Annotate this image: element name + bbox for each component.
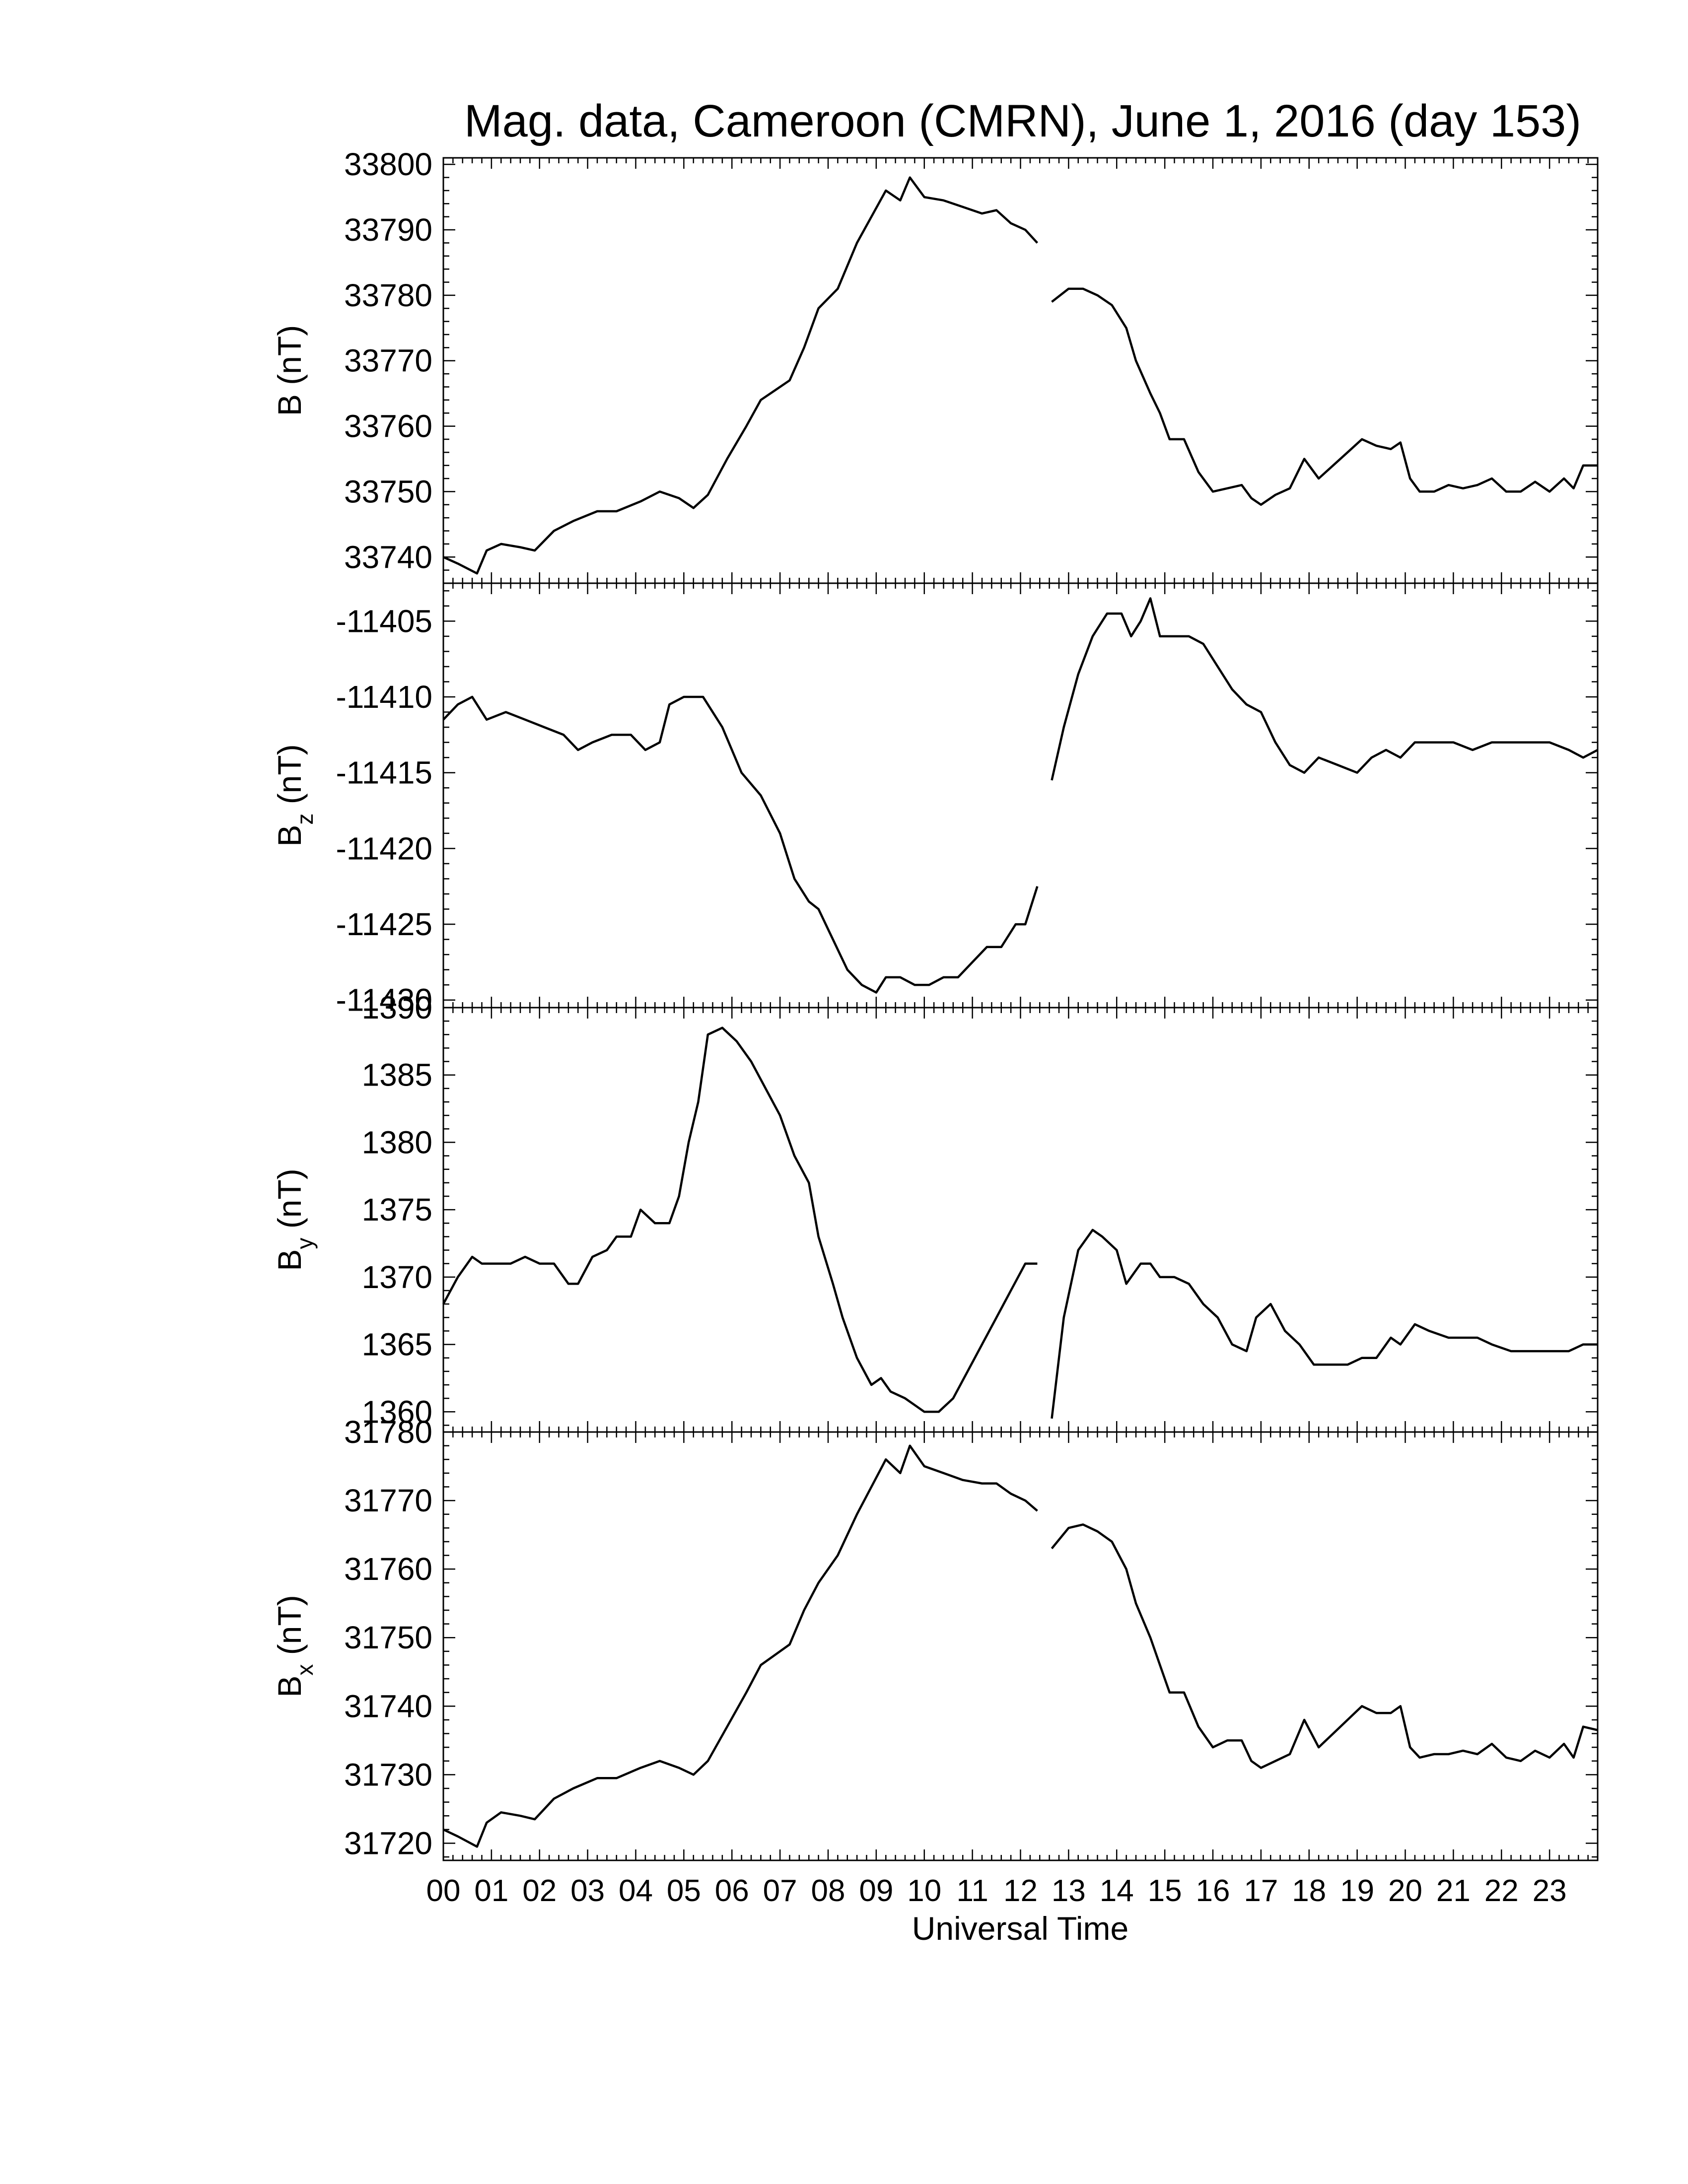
x-tick-label: 09 <box>859 1874 893 1908</box>
x-tick-label: 02 <box>522 1874 557 1908</box>
y-tick-label: 1385 <box>362 1057 432 1093</box>
x-tick-label: 16 <box>1196 1874 1230 1908</box>
y-tick-label: 33790 <box>344 212 432 248</box>
x-tick-label: 21 <box>1436 1874 1471 1908</box>
y-tick-label: 33800 <box>344 146 432 182</box>
panel-3: 1360 1365 1370 1375 1380 1385 1390 By (nT) <box>271 990 1599 1433</box>
x-tick-label: 11 <box>956 1874 988 1908</box>
x-tick-label: 01 <box>474 1874 508 1908</box>
y-tick-label: 33750 <box>344 474 432 509</box>
series-line-segment-2 <box>1051 1228 1598 1419</box>
y-axis-label: B (nT) <box>271 325 308 416</box>
y-tick-label: 31740 <box>344 1688 432 1724</box>
x-tick-label: 00 <box>426 1874 461 1908</box>
x-tick-label: 15 <box>1148 1874 1182 1908</box>
chart-panels: 33740 33750 33760 33770 33780 33790 33800 B (nT… <box>271 146 1599 1861</box>
x-tick-label: 04 <box>619 1874 653 1908</box>
y-tick-label: -11425 <box>336 906 432 942</box>
series-line-segment-1 <box>442 695 1039 994</box>
x-tick-label: 22 <box>1484 1874 1519 1908</box>
y-tick-label: -11415 <box>336 755 432 791</box>
x-tick-label: 17 <box>1244 1874 1278 1908</box>
y-axis-label: By (nT) <box>271 1168 318 1271</box>
y-tick-label: 31750 <box>344 1620 432 1655</box>
x-tick-label: 18 <box>1292 1874 1326 1908</box>
x-tick-label: 20 <box>1388 1874 1422 1908</box>
y-tick-label: 31770 <box>344 1483 432 1518</box>
chart-title: Mag. data, Cameroon (CMRN), June 1, 2016… <box>464 96 1581 146</box>
x-tick-label: 23 <box>1533 1874 1567 1908</box>
y-tick-label: 1360 <box>362 1394 432 1430</box>
x-tick-label: 08 <box>811 1874 845 1908</box>
y-tick-label: 31730 <box>344 1757 432 1792</box>
x-tick-label: 12 <box>1003 1874 1038 1908</box>
x-tick-label: 07 <box>763 1874 797 1908</box>
y-tick-label: 31720 <box>344 1825 432 1861</box>
x-tick-label: 05 <box>667 1874 701 1908</box>
y-tick-label: 33770 <box>344 343 432 379</box>
y-tick-label: 1390 <box>362 990 432 1025</box>
y-tick-label: 31760 <box>344 1551 432 1587</box>
x-tick-label: 06 <box>715 1874 749 1908</box>
y-tick-label: 1375 <box>362 1192 432 1228</box>
x-tick-label: 14 <box>1100 1874 1134 1908</box>
x-axis-label: Universal Time <box>912 1910 1128 1947</box>
series-line-segment-2 <box>1051 287 1598 506</box>
y-tick-label: 31780 <box>344 1414 432 1450</box>
series-line-segment-1 <box>443 1444 1038 1848</box>
x-tick-label: 13 <box>1052 1874 1086 1908</box>
series-line-segment-2 <box>1051 1523 1598 1769</box>
x-tick-label: 19 <box>1340 1874 1374 1908</box>
y-tick-label: 33780 <box>344 277 432 313</box>
y-axis-label: Bx (nT) <box>271 1595 318 1697</box>
y-tick-label: -11405 <box>336 603 432 639</box>
y-tick-label: -11420 <box>336 830 432 866</box>
series-line-segment-1 <box>442 1026 1038 1413</box>
y-tick-label: -11410 <box>336 679 432 715</box>
y-tick-label: 1380 <box>362 1124 432 1160</box>
y-tick-label: 1370 <box>362 1259 432 1295</box>
y-tick-label: 33740 <box>344 539 432 575</box>
y-axis-label: Bz (nT) <box>271 744 318 846</box>
series-line-segment-2 <box>1051 597 1599 781</box>
panel-1: 33740 33750 33760 33770 33780 33790 33800 B (nT… <box>271 146 1599 584</box>
y-tick-label: 1365 <box>362 1327 432 1363</box>
panel-4: 31720 31730 31740 31750 31760 31770 31780 Bx (n… <box>271 1414 1599 1861</box>
series-line-segment-1 <box>443 176 1039 575</box>
y-tick-label: -11430 <box>336 982 432 1018</box>
x-axis: 00 01 02 03 04 05 06 07 08 09 10 11 12 13 14 15 16 17 18 19… <box>426 1874 1567 1908</box>
x-tick-label: 10 <box>907 1874 941 1908</box>
x-tick-label: 03 <box>570 1874 605 1908</box>
y-tick-label: 33760 <box>344 409 432 444</box>
